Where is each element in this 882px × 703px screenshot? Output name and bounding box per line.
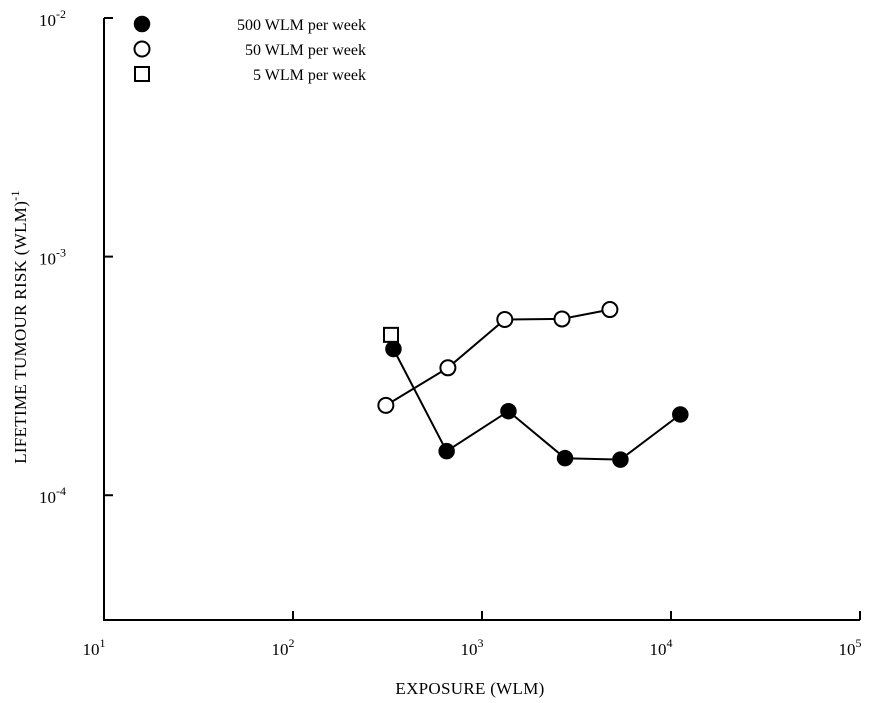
y-tick-label-2: 10-2: [39, 7, 66, 30]
series-1-point-2: [496, 311, 514, 329]
ticks: 101 102 103 104 105 10-4 10-3 10-2: [39, 7, 862, 659]
y-tick-label-1: 10-3: [39, 246, 66, 269]
axes: [103, 18, 860, 621]
legend-label-0: 500 WLM per week: [237, 17, 366, 34]
legend-marker-2: [134, 66, 150, 82]
x-tick-label-2: 103: [461, 636, 484, 659]
legend-label-2: 5 WLM per week: [253, 67, 366, 84]
series-0-line: [392, 348, 681, 461]
y-axis-title: LIFETIME TUMOUR RISK (WLM)-1: [8, 190, 30, 464]
series-2: [382, 326, 399, 343]
legend-marker-1: [133, 40, 151, 58]
x-tick-label-1: 102: [272, 636, 295, 659]
series-0-point-1: [438, 442, 455, 460]
x-tick-label-4: 105: [839, 636, 862, 659]
series-layer: [377, 301, 689, 468]
series-0-point-4: [612, 451, 629, 468]
series-0-point-0: [385, 340, 402, 358]
legend-marker-0: [133, 15, 151, 33]
x-axis-title: EXPOSURE (WLM): [395, 679, 544, 698]
y-tick-label-0: 10-4: [39, 484, 66, 507]
y-axis-title-main: LIFETIME TUMOUR RISK (WLM): [11, 201, 30, 464]
series-1-point-0: [377, 396, 395, 414]
y-axis-title-sup: -1: [8, 190, 22, 201]
x-tick-label-3: 104: [650, 636, 673, 659]
legend-label-1: 50 WLM per week: [245, 42, 366, 59]
x-tick-label-0: 101: [83, 636, 106, 659]
series-0: [385, 340, 689, 468]
series-1: [377, 301, 619, 414]
series-1-point-4: [601, 301, 619, 319]
series-0-point-3: [556, 449, 574, 467]
series-2-point-0: [382, 326, 399, 343]
series-1-point-3: [553, 310, 571, 328]
series-0-point-2: [500, 402, 517, 420]
legend: 500 WLM per week 50 WLM per week 5 WLM per…: [133, 15, 366, 84]
series-0-point-5: [672, 406, 689, 423]
series-1-point-1: [439, 359, 457, 377]
